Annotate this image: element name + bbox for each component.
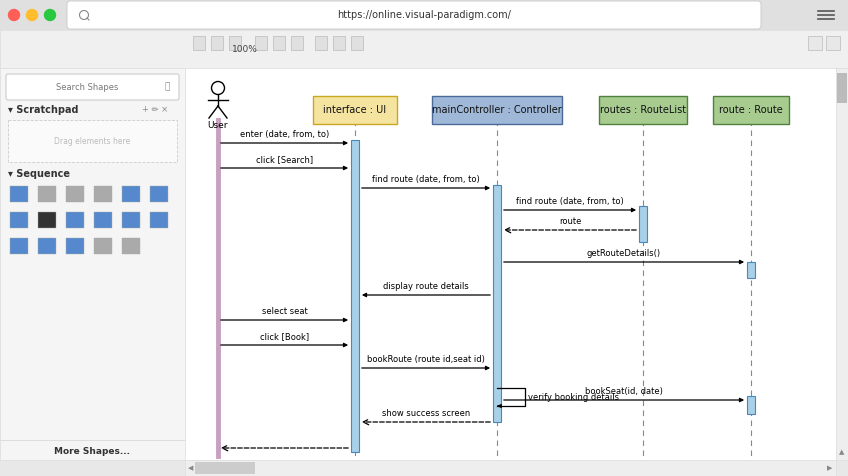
Bar (713, 96, 789, 124)
Text: bookSeat(id, date): bookSeat(id, date) (585, 387, 663, 396)
Bar (0, 30, 848, 68)
Text: verify booking details: verify booking details (528, 393, 619, 401)
Bar (747, 396, 755, 414)
Bar (333, 36, 345, 50)
Text: More Shapes...: More Shapes... (54, 447, 131, 456)
Bar (211, 36, 223, 50)
Bar (599, 96, 687, 124)
Text: Drag elements here: Drag elements here (54, 137, 131, 146)
Text: select seat: select seat (262, 307, 307, 316)
Bar (747, 262, 755, 278)
Text: + ✏ ×: + ✏ × (142, 106, 168, 115)
Text: ▾ Sequence: ▾ Sequence (8, 169, 70, 179)
Bar (195, 462, 255, 474)
Bar (351, 140, 359, 452)
Bar (493, 185, 501, 422)
Bar (185, 460, 836, 476)
Bar (94, 186, 112, 202)
Bar (122, 238, 140, 254)
Bar (639, 206, 647, 242)
Text: ▶: ▶ (828, 465, 833, 471)
Text: routes : RouteList: routes : RouteList (600, 105, 686, 115)
Bar (10, 186, 28, 202)
Bar (150, 186, 168, 202)
Text: find route (date, from, to): find route (date, from, to) (516, 197, 624, 206)
Bar (291, 36, 303, 50)
Text: getRouteDetails(): getRouteDetails() (587, 249, 661, 258)
Bar (432, 96, 562, 124)
FancyBboxPatch shape (67, 1, 761, 29)
Text: 🔍: 🔍 (165, 82, 170, 91)
Text: ▲: ▲ (840, 449, 845, 455)
Bar (10, 238, 28, 254)
Bar (836, 68, 848, 460)
Bar (66, 186, 84, 202)
Bar (10, 212, 28, 228)
Text: display route details: display route details (383, 282, 469, 291)
Text: bookRoute (route id,seat id): bookRoute (route id,seat id) (367, 355, 485, 364)
Bar (122, 186, 140, 202)
Bar (185, 68, 836, 460)
FancyBboxPatch shape (6, 74, 179, 100)
Bar (0, 0, 848, 30)
Bar (94, 238, 112, 254)
Bar (273, 36, 285, 50)
Text: click [Search]: click [Search] (256, 155, 313, 164)
Bar (255, 36, 267, 50)
Circle shape (44, 10, 55, 20)
Bar (837, 73, 847, 103)
Text: ◀: ◀ (188, 465, 193, 471)
Circle shape (26, 10, 37, 20)
Circle shape (8, 10, 20, 20)
Text: route : Route: route : Route (719, 105, 783, 115)
Bar (229, 36, 241, 50)
Text: click [Book]: click [Book] (260, 332, 309, 341)
Text: show success screen: show success screen (382, 409, 470, 418)
Bar (351, 36, 363, 50)
Bar (122, 212, 140, 228)
Text: interface : UI: interface : UI (323, 105, 387, 115)
Bar (315, 36, 327, 50)
Bar (38, 212, 56, 228)
Bar (150, 212, 168, 228)
Text: User: User (208, 121, 228, 130)
Bar (0, 30, 848, 68)
Bar (313, 96, 397, 124)
Bar (808, 36, 822, 50)
Text: find route (date, from, to): find route (date, from, to) (372, 175, 480, 184)
Text: mainController : Controller: mainController : Controller (432, 105, 562, 115)
Text: 100%: 100% (232, 44, 258, 53)
Bar (38, 186, 56, 202)
Bar (66, 238, 84, 254)
Text: https://online.visual-paradigm.com/: https://online.visual-paradigm.com/ (337, 10, 511, 20)
Bar (38, 238, 56, 254)
Bar (0, 68, 185, 460)
Bar (826, 36, 840, 50)
Bar (193, 36, 205, 50)
Bar (8, 120, 177, 162)
Text: ▾ Scratchpad: ▾ Scratchpad (8, 105, 79, 115)
Bar (66, 212, 84, 228)
Bar (94, 212, 112, 228)
Text: Search Shapes: Search Shapes (56, 82, 119, 91)
Text: enter (date, from, to): enter (date, from, to) (240, 130, 329, 139)
Text: route: route (559, 217, 581, 226)
